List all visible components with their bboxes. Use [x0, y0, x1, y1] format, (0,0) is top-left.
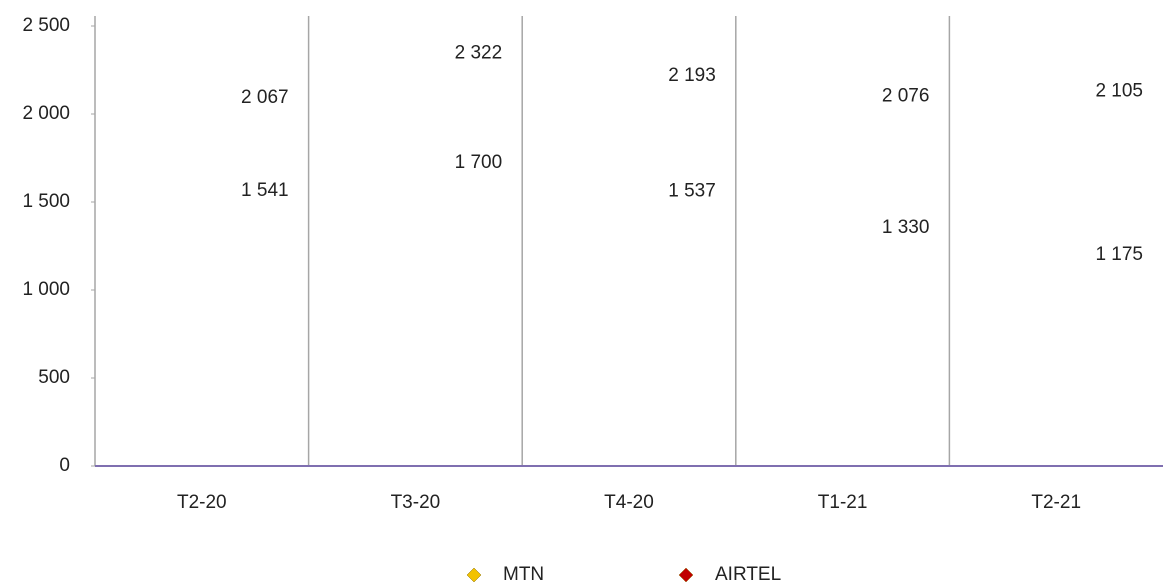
- data-label: 2 076: [882, 86, 930, 107]
- data-label: 2 193: [668, 65, 716, 86]
- x-tick-label: T2-20: [177, 492, 227, 513]
- x-tick-label: T2-21: [1031, 492, 1081, 513]
- label-background: [224, 177, 297, 206]
- y-tick-label: 1 500: [22, 191, 70, 212]
- data-label: 1 175: [1095, 244, 1143, 265]
- legend-marker: [466, 567, 482, 583]
- y-tick-label: 1 000: [22, 279, 70, 300]
- label-background: [651, 63, 724, 92]
- label-background: [651, 178, 724, 207]
- label-background: [438, 40, 511, 69]
- legend-label: MTN: [503, 564, 544, 584]
- x-tick-label: T3-20: [391, 492, 441, 513]
- y-tick-label: 2 500: [22, 15, 70, 36]
- data-label: 2 105: [1095, 81, 1143, 102]
- data-label: 1 541: [241, 180, 289, 201]
- y-tick-label: 2 000: [22, 103, 70, 124]
- data-label: 2 067: [241, 87, 289, 108]
- legend-label: AIRTEL: [715, 564, 781, 584]
- data-label: 1 700: [455, 152, 503, 173]
- label-background: [438, 149, 511, 178]
- label-background: [1079, 242, 1151, 271]
- x-tick-label: T4-20: [604, 492, 654, 513]
- label-background: [865, 214, 938, 243]
- label-background: [1079, 78, 1151, 107]
- label-background: [224, 85, 297, 114]
- x-tick-label: T1-21: [818, 492, 868, 513]
- legend-marker: [678, 567, 694, 583]
- label-background: [865, 83, 938, 112]
- data-label: 1 537: [668, 181, 716, 202]
- data-label: 2 322: [455, 42, 503, 63]
- y-tick-label: 0: [59, 455, 70, 476]
- y-tick-label: 500: [38, 367, 70, 388]
- data-label: 1 330: [882, 217, 930, 238]
